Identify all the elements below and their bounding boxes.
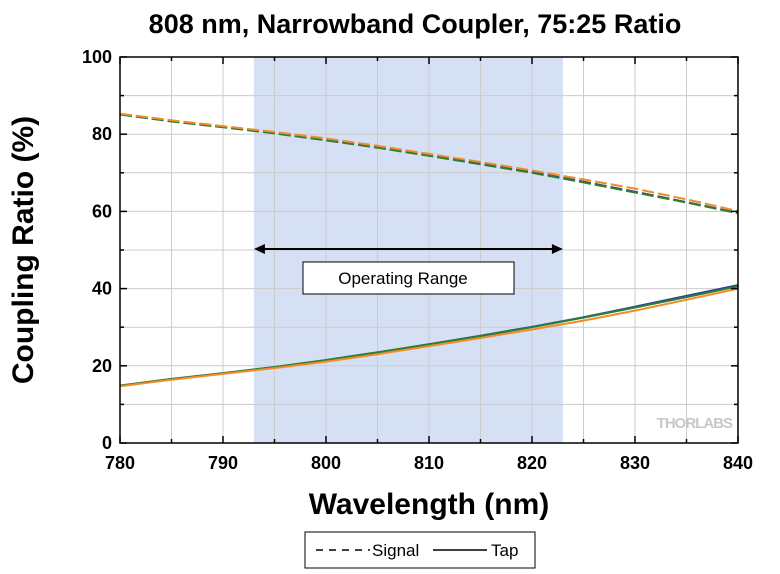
x-tick-label: 790 xyxy=(208,453,238,473)
y-tick-labels: 0 20 40 60 80 100 xyxy=(82,47,112,453)
y-tick-label: 80 xyxy=(92,124,112,144)
legend-signal-label: Signal xyxy=(372,541,419,560)
axis-ticks xyxy=(119,56,739,444)
y-tick-label: 60 xyxy=(92,201,112,221)
y-axis-label: Coupling Ratio (%) xyxy=(7,116,40,384)
chart-title: 808 nm, Narrowband Coupler, 75:25 Ratio xyxy=(149,9,682,39)
signal-series-line-3 xyxy=(119,112,739,212)
tap-series-line-3 xyxy=(119,287,739,388)
operating-range-annotation: Operating Range xyxy=(253,244,563,295)
y-tick-label: 20 xyxy=(92,356,112,376)
y-tick-label: 100 xyxy=(82,47,112,67)
series-lines xyxy=(119,112,739,388)
legend: Signal Tap xyxy=(304,531,536,569)
x-tick-label: 800 xyxy=(311,453,341,473)
thorlabs-watermark: THORLABS xyxy=(657,415,733,432)
legend-tap-label: Tap xyxy=(491,541,518,560)
operating-range-label-box xyxy=(302,261,515,295)
x-tick-label: 810 xyxy=(414,453,444,473)
operating-range-label: Operating Range xyxy=(338,269,467,288)
x-tick-label: 830 xyxy=(620,453,650,473)
x-axis-label: Wavelength (nm) xyxy=(309,488,550,521)
x-tick-labels: 780 790 800 810 820 830 840 xyxy=(105,453,753,473)
x-tick-label: 820 xyxy=(517,453,547,473)
y-tick-label: 0 xyxy=(102,433,112,453)
x-tick-label: 780 xyxy=(105,453,135,473)
y-tick-label: 40 xyxy=(92,279,112,299)
operating-range-arrowhead-left xyxy=(253,244,265,254)
operating-range-arrowhead-right xyxy=(551,244,563,254)
x-tick-label: 840 xyxy=(723,453,753,473)
signal-series-line-2 xyxy=(119,113,739,215)
